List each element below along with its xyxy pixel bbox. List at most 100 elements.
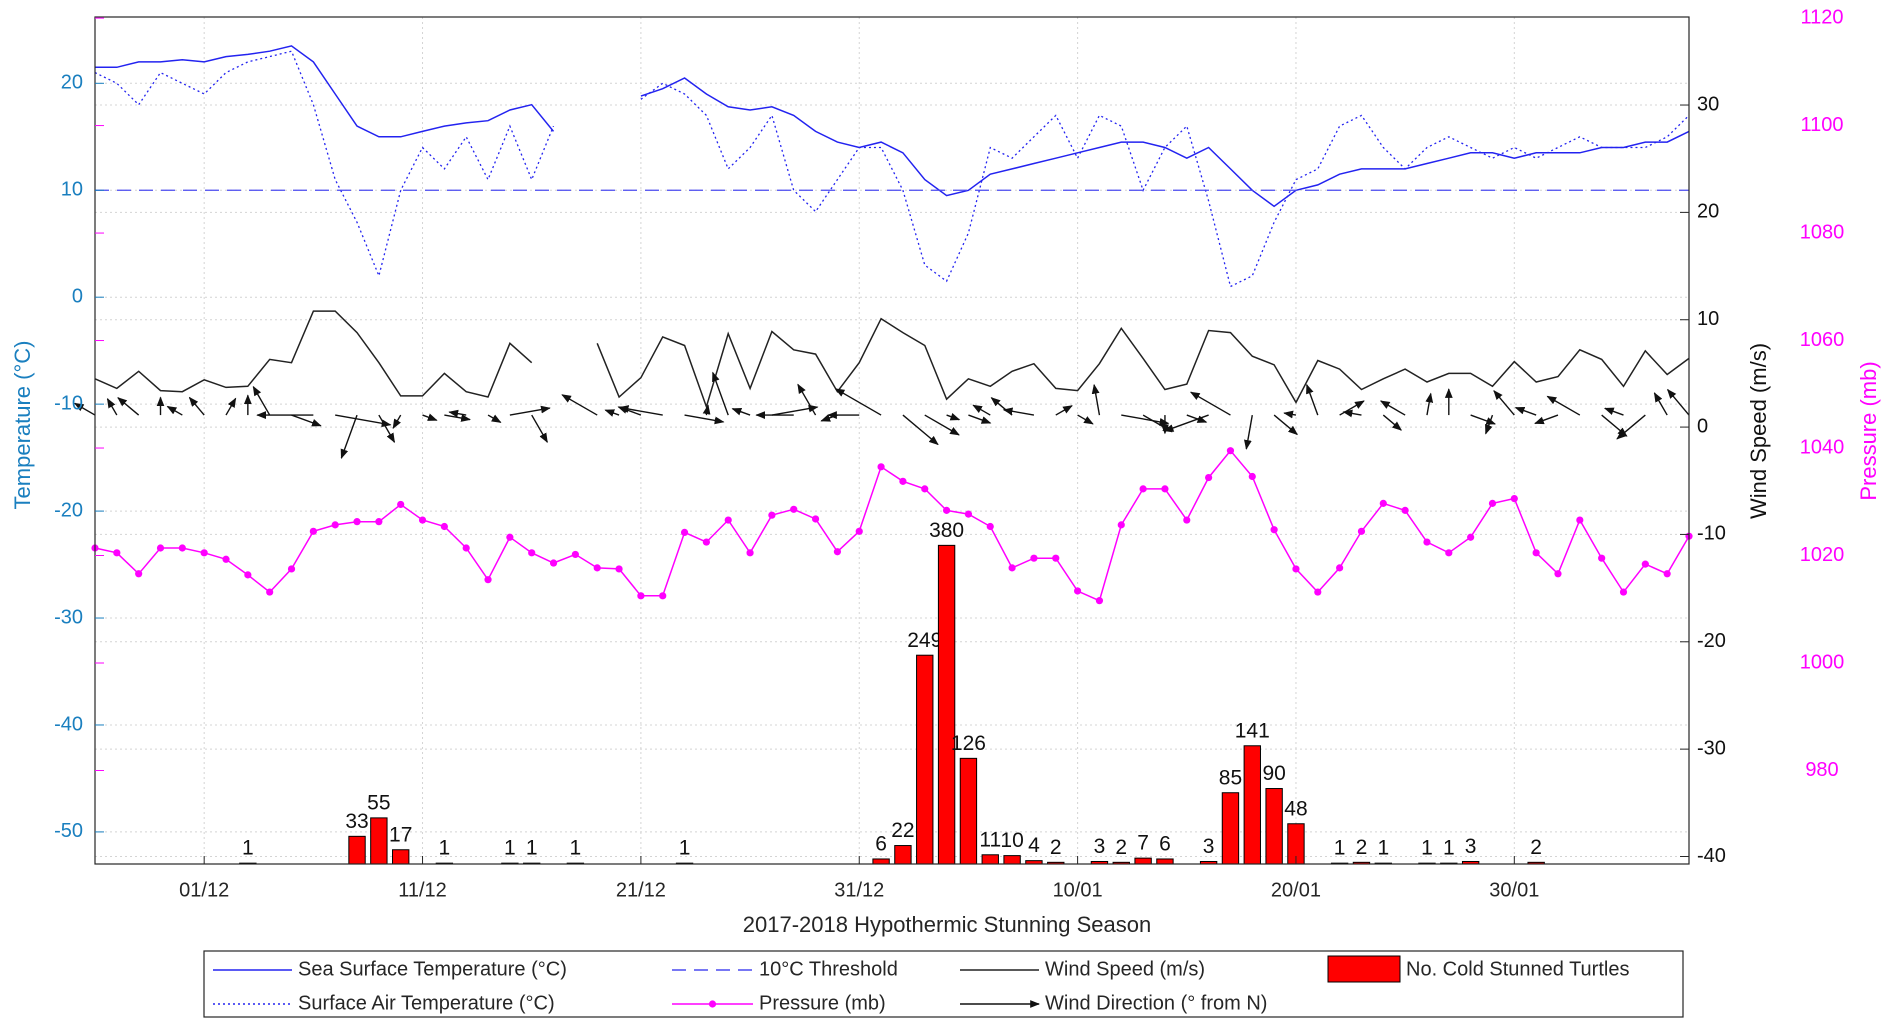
bar [937, 544, 956, 865]
legend-label: Pressure (mb) [759, 992, 886, 1014]
legend-label: Wind Speed (m/s) [1045, 958, 1205, 980]
bar-label: 1 [1377, 837, 1389, 860]
wind-arrow [1379, 400, 1406, 416]
wind-arrow [188, 396, 205, 416]
bar [370, 817, 388, 865]
pressure-marker [1488, 499, 1497, 507]
bar [959, 757, 978, 865]
bar-label: 1 [1334, 837, 1346, 860]
wind-arrow [1243, 414, 1253, 450]
pressure-marker [921, 485, 929, 493]
wind-arrow [531, 414, 548, 443]
wind-arrow [1546, 395, 1581, 416]
bar-label: 7 [1137, 832, 1149, 855]
wind-arrow [712, 371, 729, 416]
bar-label: 4 [1028, 834, 1040, 857]
bar-label: 1 [439, 837, 451, 860]
wind-arrow [1091, 383, 1101, 416]
pressure-marker [462, 544, 470, 552]
bar-label: 2 [1050, 836, 1062, 859]
y3-axis-label: Pressure (mb) [1856, 361, 1881, 500]
wind-arrow [1077, 414, 1094, 425]
bar-label: 3 [1203, 835, 1215, 858]
wind-arrow [1616, 414, 1646, 440]
pressure-marker [1052, 554, 1060, 562]
bar-label: 1 [504, 837, 516, 860]
y-tick-label: 10 [61, 179, 83, 201]
series-line [94, 310, 1690, 410]
pressure-marker [309, 527, 317, 535]
wind-arrow [684, 414, 725, 425]
bar [392, 849, 410, 865]
y3-tick-label: 1040 [1800, 436, 1845, 458]
wind-arrow [1342, 409, 1362, 418]
pressure-marker [1510, 494, 1518, 503]
wind-arrow [1666, 388, 1690, 416]
y2-tick-label: -10 [1697, 523, 1726, 545]
pressure-marker [1117, 521, 1125, 529]
pressure-marker [833, 548, 842, 556]
bar-label: 1 [242, 837, 254, 860]
x-tick-label: 10/01 [1053, 879, 1103, 901]
bar-label: 90 [1262, 762, 1285, 785]
y3-tick-label: 980 [1805, 759, 1838, 781]
bar [348, 835, 366, 865]
wind-arrow [252, 385, 271, 416]
y3-tick-label: 1000 [1800, 651, 1845, 673]
y2-tick-label: -30 [1697, 737, 1726, 759]
y2-tick-label: 30 [1697, 93, 1719, 115]
wind-arrow [378, 414, 396, 443]
y-tick-label: 0 [72, 285, 83, 307]
pressure-marker [1663, 570, 1671, 578]
bar-label: 3 [1465, 835, 1477, 858]
legend: Sea Surface Temperature (°C) Surface Air … [213, 955, 1629, 1014]
bar-label: 141 [1235, 719, 1270, 742]
wind-arrow [1121, 414, 1170, 426]
y3-tick-label: 1080 [1800, 221, 1845, 243]
x-tick-label: 11/12 [398, 879, 447, 901]
pressure-marker [768, 511, 776, 519]
wind-arrow [166, 405, 183, 416]
pressure-marker [877, 463, 885, 471]
wind-arrow [106, 398, 118, 416]
pressure-marker [266, 588, 274, 596]
wind-arrow [448, 409, 467, 418]
pressure-marker [397, 500, 405, 509]
wind-arrow [1514, 406, 1537, 416]
bar-label: 2 [1115, 836, 1127, 859]
legend-swatch [1327, 955, 1401, 983]
pressure-marker [746, 549, 754, 557]
pressure-marker [1270, 526, 1278, 534]
wind-arrow [1425, 392, 1434, 416]
pressure-marker [1074, 587, 1082, 595]
pressure-marker [790, 505, 798, 513]
pressure-marker [506, 533, 514, 541]
bar [1243, 745, 1261, 865]
x-tick-label: 30/01 [1489, 879, 1539, 901]
pressure-marker [1532, 549, 1540, 557]
pressure-marker [724, 516, 732, 524]
bar-label: 1 [526, 837, 538, 860]
pressure-marker [1226, 447, 1235, 455]
y2-tick-label: 10 [1697, 308, 1719, 330]
wind-arrow [1493, 390, 1515, 416]
bar [1156, 858, 1174, 865]
legend-label: Surface Air Temperature (°C) [298, 992, 555, 1014]
y-tick-label: 20 [61, 72, 83, 94]
wind-arrow [1604, 407, 1624, 416]
pressure-marker [353, 518, 361, 526]
pressure-marker [113, 549, 121, 557]
bar-label: 17 [389, 823, 412, 846]
x-tick-label: 20/01 [1271, 879, 1321, 901]
pressure-marker [1292, 565, 1300, 573]
pressure-marker [1619, 588, 1628, 596]
bar-label: 249 [907, 629, 942, 652]
wind-arrow [771, 404, 819, 416]
pressure-marker [222, 555, 230, 563]
y2-tick-label: 20 [1697, 201, 1719, 223]
wind-arrow [1470, 414, 1496, 425]
legend-label: Wind Direction (° from N) [1045, 992, 1267, 1014]
bar-label: 3 [1094, 835, 1106, 858]
